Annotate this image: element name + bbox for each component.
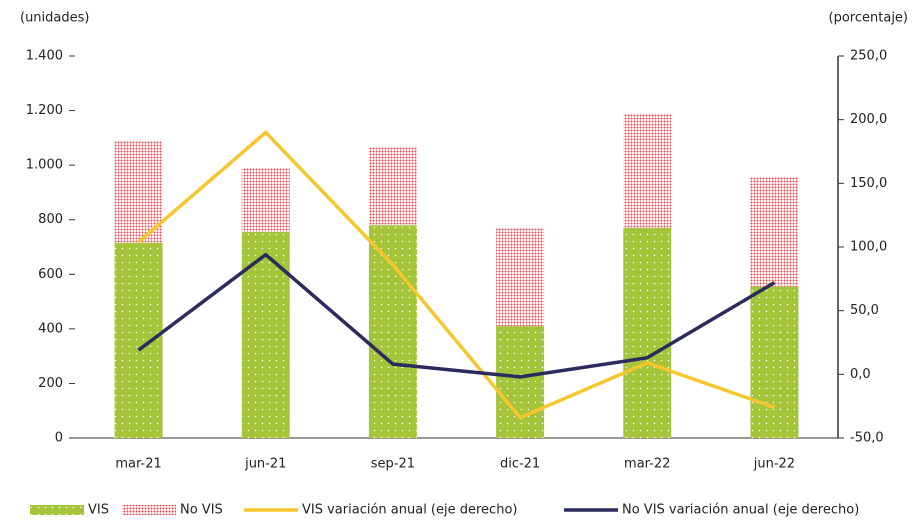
legend-label: No VIS [180,503,223,518]
legend-swatch [30,505,84,515]
y2-tick-label: 0,0 [850,367,871,382]
y2-tick-label: -50,0 [850,431,884,446]
y-tick-label: 0 [55,431,63,446]
x-tick-label: jun-21 [244,457,286,472]
x-tick-label: dic-21 [500,457,540,472]
y2-tick-label: 200,0 [850,112,887,127]
bar-segment [496,326,545,438]
bar-segment [241,167,290,232]
bar-segment [750,286,799,438]
bar-segment [368,147,417,226]
y-tick-label: 1.200 [26,103,63,118]
bar-segment [496,227,545,327]
bar-segment [750,177,799,287]
line-series [137,130,775,420]
legend-label: VIS variación anual (eje derecho) [302,503,517,518]
x-tick-label: jun-22 [753,457,795,472]
y-tick-label: 400 [38,321,63,336]
y-tick-label: 800 [38,212,63,227]
legend-swatch [122,505,176,515]
y2-tick-label: 50,0 [850,303,879,318]
bar-segment [368,225,417,438]
y2-tick-label: 250,0 [850,49,887,64]
bar-segment [241,231,290,438]
x-tick-label: mar-22 [624,457,670,472]
legend-label: No VIS variación anual (eje derecho) [622,503,859,518]
legend-label: VIS [88,503,109,518]
y2-tick-label: 100,0 [850,240,887,255]
bar-segment [623,227,672,438]
y-tick-label: 1.000 [26,158,63,173]
y-tick-label: 200 [38,376,63,391]
y2-axis-label: (porcentaje) [829,11,908,26]
y-tick-label: 1.400 [26,49,63,64]
x-tick-label: mar-21 [115,457,161,472]
line-series [137,252,776,379]
y-tick-label: 600 [38,267,63,282]
y2-tick-label: 150,0 [850,176,887,191]
bar-segment [114,242,163,438]
bar-segment [623,113,672,228]
y-axis-label: (unidades) [20,11,89,26]
x-tick-label: sep-21 [371,457,415,472]
